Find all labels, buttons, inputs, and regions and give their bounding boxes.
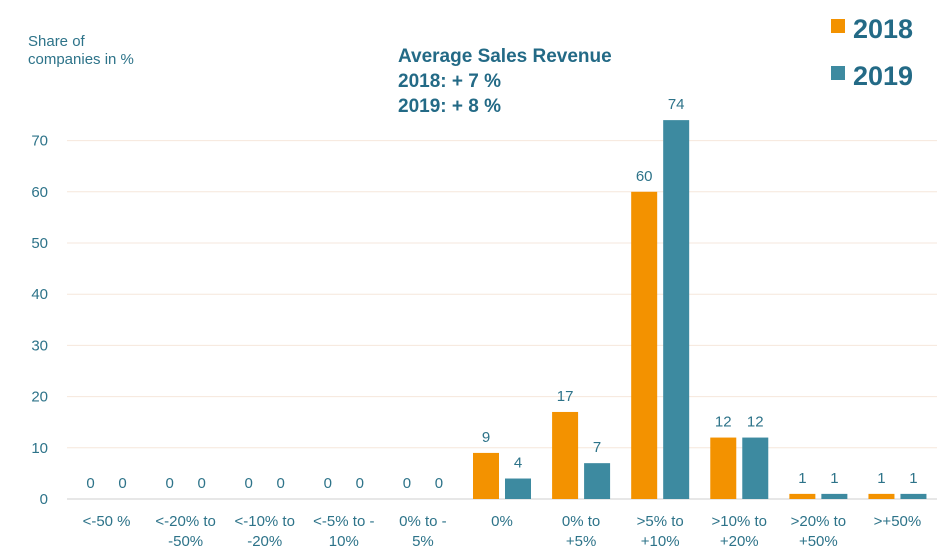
x-tick-label: <-5% to -	[313, 513, 374, 530]
x-tick-label: >5% to	[637, 513, 684, 530]
x-tick-label: +50%	[799, 533, 838, 550]
x-tick-label: -20%	[247, 533, 282, 550]
x-tick-label: 10%	[329, 533, 359, 550]
bar	[821, 493, 848, 499]
y-tick-label: 10	[31, 440, 48, 457]
data-label: 1	[798, 470, 806, 487]
y-axis-label: Share of	[28, 33, 86, 50]
data-label: 0	[403, 475, 411, 492]
bar	[710, 437, 737, 499]
bar	[900, 493, 927, 499]
y-tick-label: 60	[31, 184, 48, 201]
data-label: 7	[593, 439, 601, 456]
annotation-line: 2018: + 7 %	[398, 71, 501, 92]
data-label: 1	[877, 470, 885, 487]
y-tick-label: 20	[31, 389, 48, 406]
x-tick-label: +10%	[641, 533, 680, 550]
y-tick-label: 70	[31, 133, 48, 150]
legend-label: 2019	[853, 61, 913, 91]
x-tick-label: <-20% to	[155, 513, 215, 530]
data-label: 1	[830, 470, 838, 487]
data-label: 9	[482, 429, 490, 446]
x-tick-label: <-10% to	[234, 513, 294, 530]
bar	[552, 411, 579, 499]
bar	[663, 120, 690, 500]
x-tick-label: >+50%	[874, 513, 922, 530]
data-label: 12	[715, 414, 732, 431]
data-label: 17	[557, 388, 574, 405]
x-tick-label: +5%	[566, 533, 596, 550]
data-label: 0	[356, 475, 364, 492]
data-label: 0	[324, 475, 332, 492]
x-tick-label: 5%	[412, 533, 434, 550]
data-label: 0	[86, 475, 94, 492]
data-label: 0	[197, 475, 205, 492]
legend-swatch	[831, 66, 845, 80]
bar	[868, 493, 895, 499]
y-tick-label: 50	[31, 235, 48, 252]
data-label: 0	[165, 475, 173, 492]
bar	[584, 463, 611, 499]
annotation-line: 2019: + 8 %	[398, 96, 501, 117]
data-label: 0	[118, 475, 126, 492]
y-tick-label: 30	[31, 337, 48, 354]
data-label: 1	[909, 470, 917, 487]
y-axis-label: companies in %	[28, 51, 134, 68]
data-label: 60	[636, 168, 653, 185]
y-tick-label: 40	[31, 286, 48, 303]
x-tick-label: +20%	[720, 533, 759, 550]
data-label: 0	[277, 475, 285, 492]
x-tick-label: <-50 %	[83, 513, 131, 530]
bar	[789, 493, 816, 499]
data-label: 0	[245, 475, 253, 492]
data-label: 12	[747, 414, 764, 431]
bar	[631, 191, 658, 500]
legend-label: 2018	[853, 14, 913, 44]
data-label: 4	[514, 455, 522, 472]
data-label: 0	[435, 475, 443, 492]
data-label: 74	[668, 96, 685, 113]
x-tick-label: 0% to	[562, 513, 600, 530]
y-tick-label: 0	[40, 491, 48, 508]
x-tick-label: 0% to -	[399, 513, 447, 530]
x-tick-label: >10% to	[712, 513, 767, 530]
legend-swatch	[831, 19, 845, 33]
x-tick-label: 0%	[491, 513, 513, 530]
x-tick-label: -50%	[168, 533, 203, 550]
x-tick-label: >20% to	[791, 513, 846, 530]
bar	[505, 478, 531, 499]
bar	[742, 437, 769, 499]
annotation-title: Average Sales Revenue	[398, 46, 612, 67]
bar	[473, 452, 499, 499]
